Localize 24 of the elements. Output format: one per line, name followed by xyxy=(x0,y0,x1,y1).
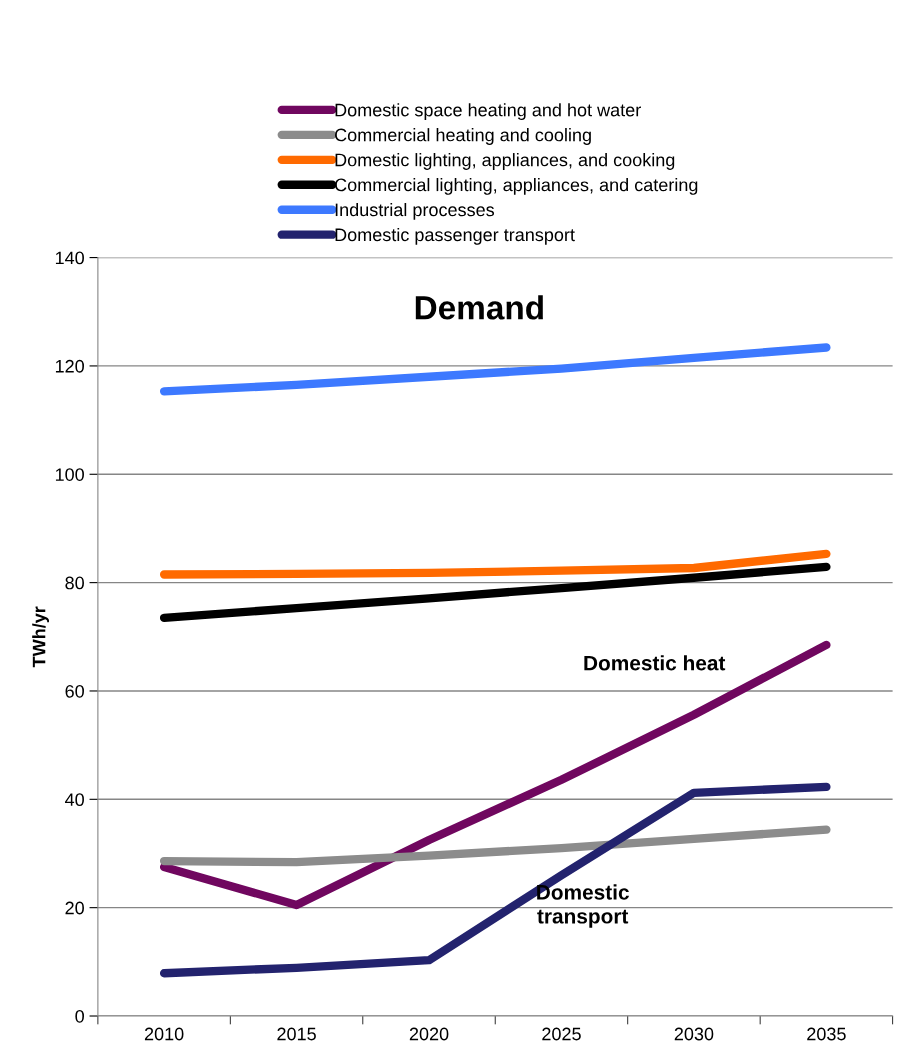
annotation: Domestic transport xyxy=(537,884,629,928)
y-tick-label: 0 xyxy=(75,1009,84,1023)
x-tick-label: 2015 xyxy=(277,1027,316,1041)
legend-label: Domestic lighting, appliances, and cooking xyxy=(335,153,675,170)
y-tick-label: 100 xyxy=(55,468,84,481)
legend-label: Domestic passenger transport xyxy=(335,227,575,245)
y-tick-label: 80 xyxy=(65,576,84,590)
y-tick-label: 20 xyxy=(65,901,84,915)
legend-label: Domestic space heating and hot water xyxy=(335,103,641,120)
x-tick-label: 2025 xyxy=(542,1027,581,1041)
x-tick-label: 2010 xyxy=(144,1027,184,1041)
x-tick-label: 2020 xyxy=(409,1027,449,1041)
x-tick-label: 2035 xyxy=(807,1027,846,1041)
text: Demand xyxy=(415,295,543,320)
y-axis-title: TWh/yr xyxy=(32,606,50,668)
y-tick-label: 120 xyxy=(55,359,84,373)
legend-label: Commercial lighting, appliances, and catering xyxy=(335,178,698,195)
legend-label: Industrial processes xyxy=(335,202,495,220)
y-tick-label: 60 xyxy=(65,684,84,698)
y-tick-label: 40 xyxy=(65,793,84,807)
y-tick-label: 140 xyxy=(55,251,84,265)
annotation: Domestic heat xyxy=(584,655,726,671)
x-tick-label: 2030 xyxy=(674,1027,714,1041)
legend-label: Commercial heating and cooling xyxy=(335,128,591,145)
